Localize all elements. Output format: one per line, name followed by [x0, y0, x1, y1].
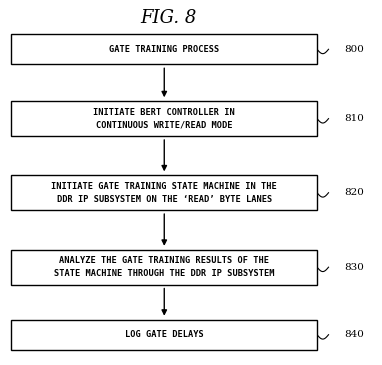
Text: LOG GATE DELAYS: LOG GATE DELAYS — [125, 330, 204, 339]
Bar — [11, 101, 317, 136]
Text: INITIATE BERT CONTROLLER IN
CONTINUOUS WRITE/READ MODE: INITIATE BERT CONTROLLER IN CONTINUOUS W… — [93, 108, 235, 130]
Bar — [11, 34, 317, 64]
Bar — [11, 176, 317, 210]
Text: 820: 820 — [344, 188, 364, 197]
Text: 810: 810 — [344, 114, 364, 123]
Bar — [11, 250, 317, 285]
Text: GATE TRAINING PROCESS: GATE TRAINING PROCESS — [109, 45, 219, 54]
Text: 830: 830 — [344, 263, 364, 272]
Text: INITIATE GATE TRAINING STATE MACHINE IN THE
DDR IP SUBSYSTEM ON THE ‘READ’ BYTE : INITIATE GATE TRAINING STATE MACHINE IN … — [52, 182, 277, 204]
Text: 800: 800 — [344, 45, 364, 54]
Text: FIG. 8: FIG. 8 — [140, 9, 196, 27]
Bar — [11, 320, 317, 350]
Text: ANALYZE THE GATE TRAINING RESULTS OF THE
STATE MACHINE THROUGH THE DDR IP SUBSYS: ANALYZE THE GATE TRAINING RESULTS OF THE… — [54, 256, 275, 278]
Text: 840: 840 — [344, 330, 364, 339]
